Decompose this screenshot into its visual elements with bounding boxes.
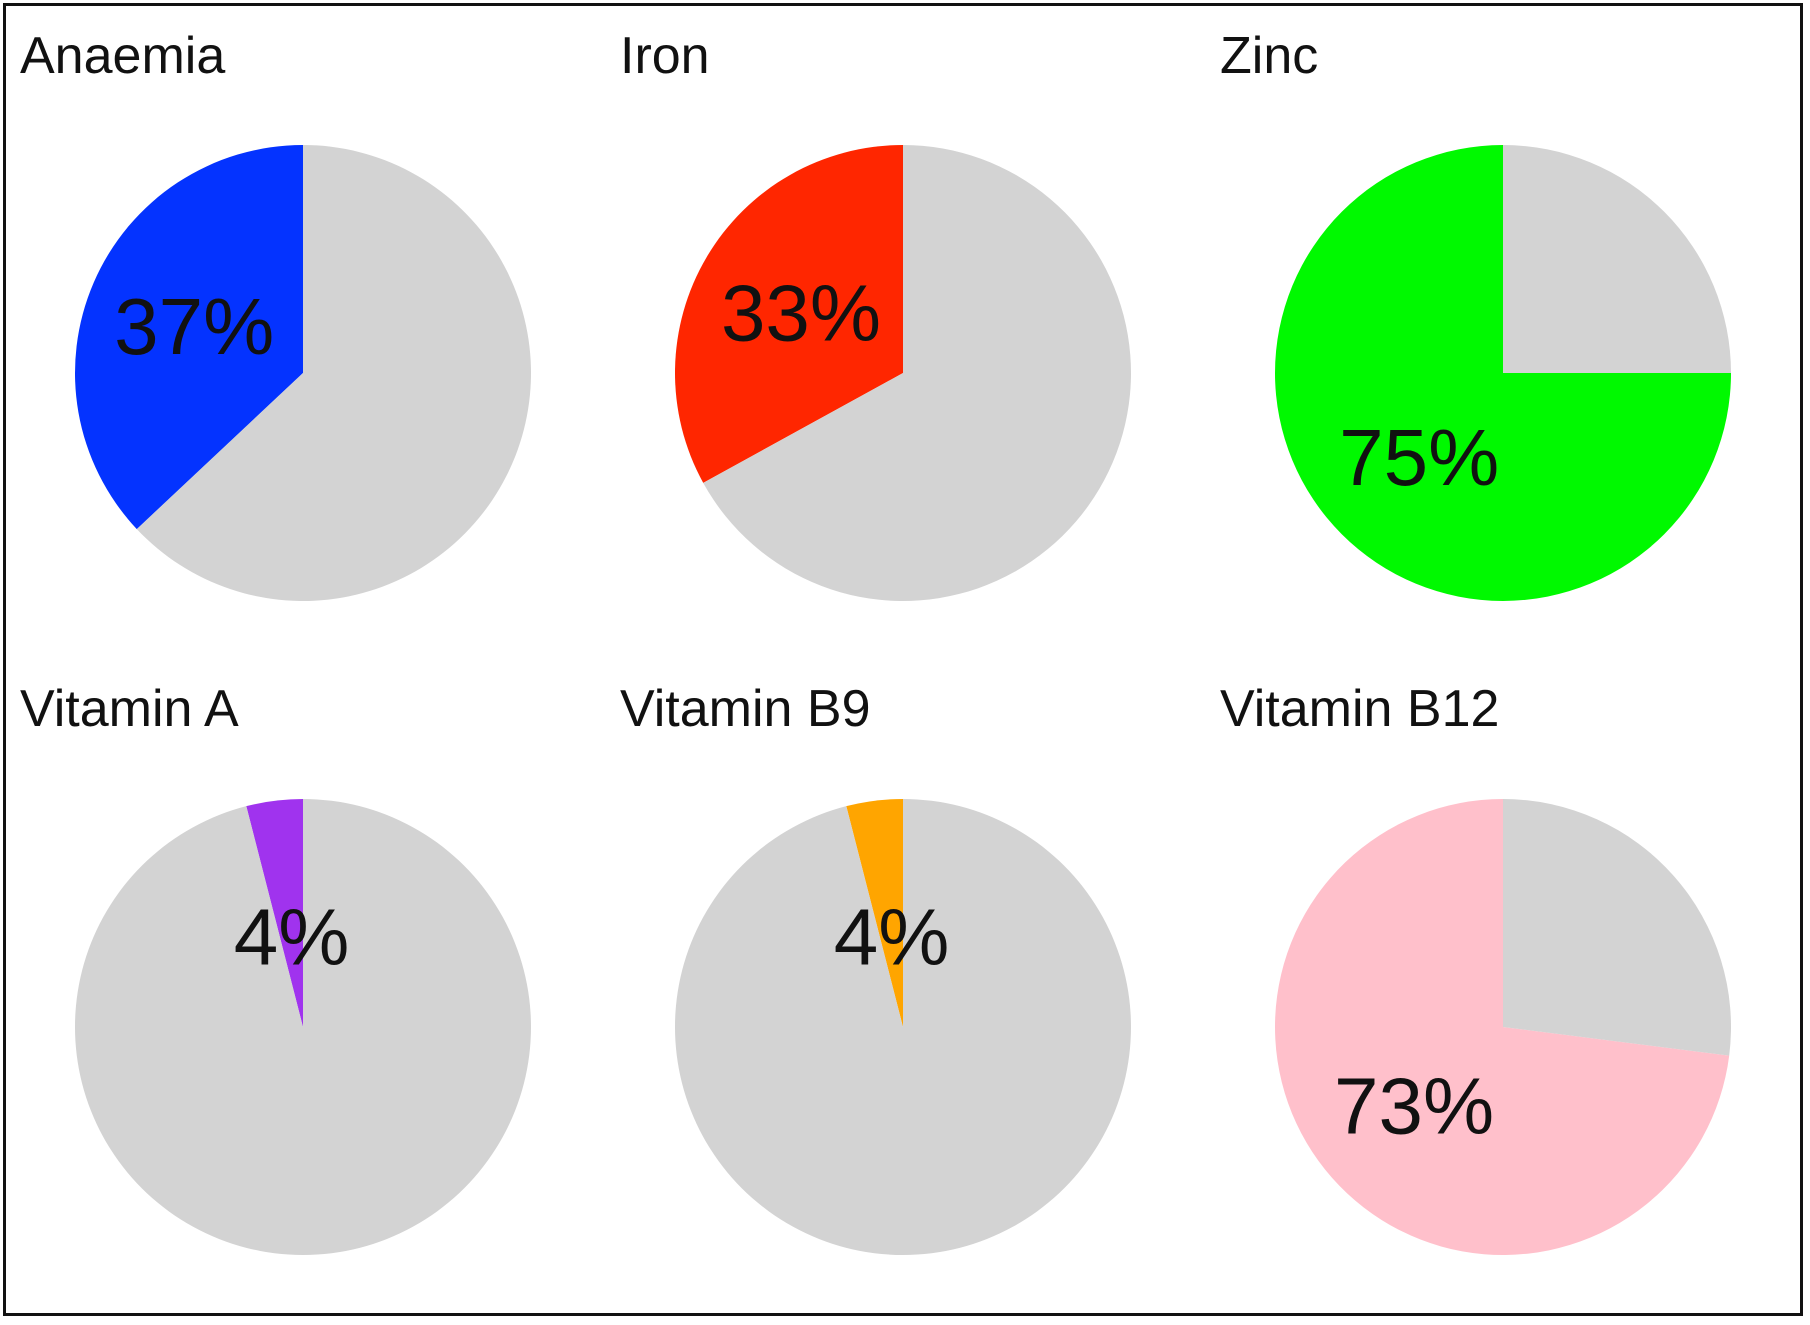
pie-title-vitamin-a: Vitamin A: [20, 680, 239, 738]
pie-vitamin-a: Vitamin A 4%: [20, 680, 531, 1255]
pie-slice-anaemia-0: [75, 145, 303, 530]
pie-slice-vitamin-a-0: [246, 799, 303, 1027]
pie-label-vitamin-a: 4%: [234, 893, 350, 982]
pie-slice-vitamin-b12-0: [1274, 799, 1730, 1255]
pie-title-zinc: Zinc: [1220, 27, 1318, 85]
pie-label-vitamin-b9: 4%: [834, 893, 950, 982]
pie-iron: Iron 33%: [620, 27, 1131, 601]
pie-slice-vitamin-b9-1: [674, 799, 1131, 1255]
pie-label-iron: 33%: [721, 269, 881, 358]
pie-slice-vitamin-a-1: [74, 799, 531, 1255]
pie-anaemia: Anaemia 37%: [20, 27, 532, 601]
pie-slice-zinc-1: [1503, 145, 1731, 373]
pie-slice-vitamin-b12-1: [1503, 799, 1731, 1056]
pie-slice-iron-1: [703, 145, 1131, 601]
pie-vitamin-b9: Vitamin B9 4%: [620, 680, 1131, 1255]
pie-title-iron: Iron: [620, 27, 710, 85]
pie-title-anaemia: Anaemia: [20, 27, 225, 85]
pie-slice-iron-0: [674, 144, 903, 483]
pie-vitamin-b12: Vitamin B12 73%: [1220, 680, 1731, 1255]
pie-label-anaemia: 37%: [114, 282, 274, 371]
pie-slice-vitamin-b9-0: [846, 799, 903, 1027]
pie-title-vitamin-b9: Vitamin B9: [620, 680, 871, 738]
pie-label-vitamin-b12: 73%: [1334, 1061, 1494, 1150]
pie-slice-anaemia-1: [136, 145, 532, 601]
pie-label-zinc: 75%: [1339, 413, 1499, 502]
pie-zinc: Zinc 75%: [1220, 27, 1731, 601]
pie-title-vitamin-b12: Vitamin B12: [1220, 680, 1499, 738]
